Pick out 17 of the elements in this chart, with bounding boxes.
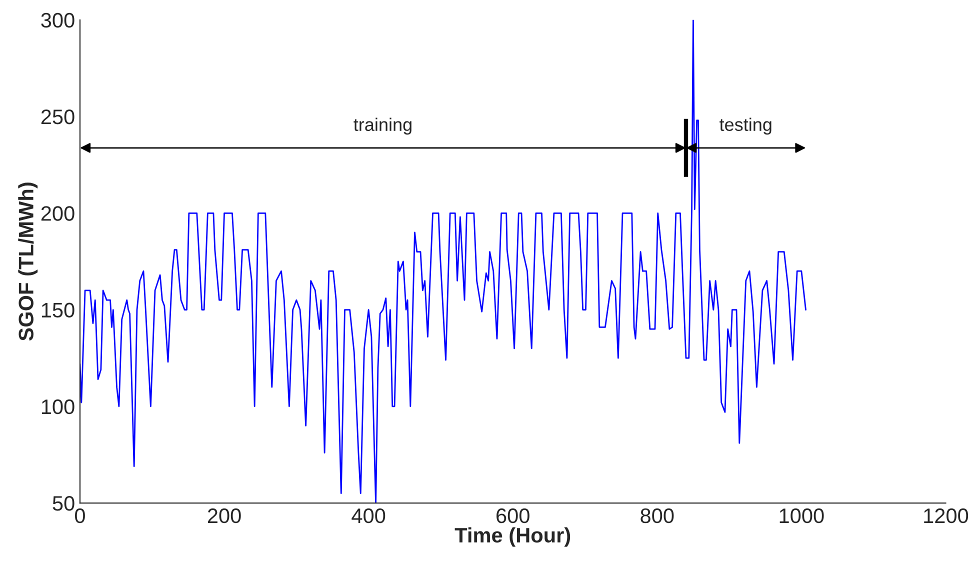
y-tick-label: 100 xyxy=(42,399,74,414)
x-tick-label: 600 xyxy=(496,508,530,524)
y-tick-label: 250 xyxy=(41,110,74,124)
x-tick-label: 1200 xyxy=(924,508,968,524)
annotation: testing xyxy=(720,118,772,135)
x-axis-title: Time (Hour) xyxy=(454,527,570,547)
x-tick-label: 1000 xyxy=(780,508,824,524)
x-tick-label: 800 xyxy=(640,508,674,524)
y-axis-title: SGOF (TL/MWh) xyxy=(18,182,38,341)
x-tick-label: 0 xyxy=(75,508,85,524)
y-tick-label: 150 xyxy=(42,302,74,318)
y-tick-label: 300 xyxy=(41,12,74,28)
y-tick-label: 50 xyxy=(52,496,74,511)
x-tick-label: 400 xyxy=(352,508,386,524)
y-tick-label: 200 xyxy=(41,206,74,221)
annotation: training xyxy=(354,118,412,135)
x-tick-label: 200 xyxy=(208,508,241,524)
